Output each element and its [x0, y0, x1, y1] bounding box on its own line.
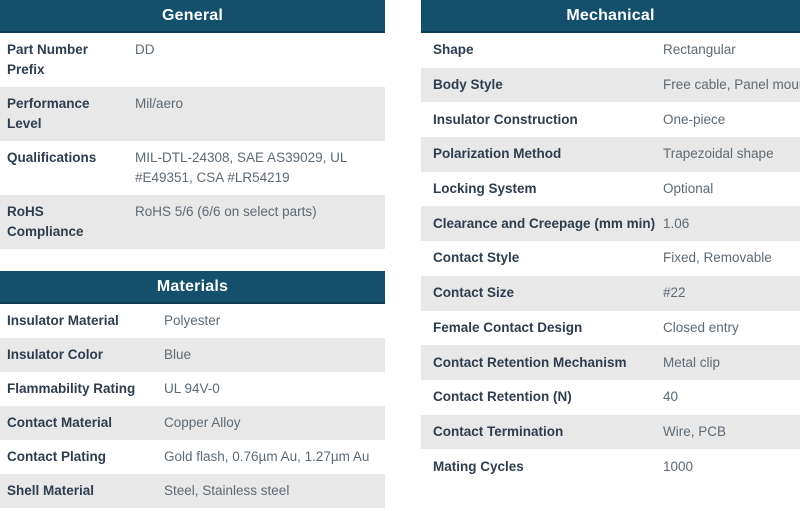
spec-row: Clearance and Creepage (mm min) 1.06	[421, 206, 800, 242]
spec-row: Performance Level Mil/aero	[0, 87, 385, 141]
spec-label: Contact Material	[7, 415, 113, 430]
left-column: General Part Number Prefix DD Performance …	[0, 0, 385, 508]
spec-value: Fixed, Removable	[663, 250, 772, 266]
spec-label: Part Number Prefix	[7, 42, 89, 77]
spec-value: Wire, PCB	[663, 423, 727, 439]
spec-label: Flammability Rating	[7, 381, 136, 396]
spec-label: Mating Cycles	[433, 458, 524, 474]
spec-value: Metal clip	[663, 354, 721, 370]
spec-label: Insulator Material	[7, 313, 119, 328]
spec-value: Rectangular	[663, 42, 736, 58]
spec-label: Polarization Method	[433, 146, 562, 162]
spec-value: Blue	[164, 347, 192, 362]
materials-table: Materials Insulator Material Polyester Ins…	[0, 271, 385, 508]
spec-row: Mating Cycles 1000	[421, 449, 800, 484]
materials-table-rows: Insulator Material Polyester Insulator Col…	[0, 304, 385, 508]
spec-label: Performance Level	[7, 96, 90, 131]
spec-row: Contact Retention (N) 40	[421, 380, 800, 415]
spec-label: Female Contact Design	[433, 319, 583, 335]
spec-row: Part Number Prefix DD	[0, 33, 385, 87]
spec-value: Trapezoidal shape	[663, 146, 774, 162]
spec-label: Contact Style	[433, 250, 520, 266]
spec-label: Locking System	[433, 181, 537, 197]
right-column: Mechanical Shape Rectangular Body Style Fre…	[421, 0, 800, 484]
spec-label: Body Style	[433, 77, 503, 93]
spec-value: UL 94V-0	[164, 381, 220, 396]
spec-row: Contact Retention Mechanism Metal clip	[421, 345, 800, 380]
spec-row: Contact Material Copper Alloy	[0, 406, 385, 440]
spec-row: Insulator Color Blue	[0, 338, 385, 372]
spec-label: Qualifications	[7, 150, 97, 165]
spec-value: Optional	[663, 181, 714, 197]
spec-value: Closed entry	[663, 319, 739, 335]
spec-label: Contact Plating	[7, 449, 107, 464]
mechanical-table-header: Mechanical	[421, 0, 800, 33]
spec-value: RoHS 5/6 (6/6 on select parts)	[135, 204, 317, 219]
spec-row: Contact Size #22	[421, 275, 800, 311]
spec-label: Shape	[433, 42, 474, 58]
spec-value: 40	[663, 389, 679, 405]
spec-row: RoHS Compliance RoHS 5/6 (6/6 on select p…	[0, 195, 385, 249]
general-table-title: General	[162, 6, 223, 24]
spec-value: 1.06	[663, 215, 690, 231]
general-table-header: General	[0, 0, 385, 33]
spec-label: Shell Material	[7, 483, 95, 498]
spec-label: Insulator Color	[7, 347, 104, 362]
spec-label: Contact Retention (N)	[433, 389, 572, 405]
spec-value: Gold flash, 0.76µm Au, 1.27µm Au	[164, 449, 370, 464]
mechanical-table: Mechanical Shape Rectangular Body Style Fre…	[421, 0, 800, 484]
spec-row: Insulator Material Polyester	[0, 304, 385, 338]
spec-row: Body Style Free cable, Panel mount	[421, 67, 800, 103]
spec-row: Shell Material Steel, Stainless steel	[0, 474, 385, 508]
general-table-rows: Part Number Prefix DD Performance Level Mil…	[0, 33, 385, 249]
spec-value: MIL-DTL-24308, SAE AS39029, UL #E49351, …	[135, 150, 347, 185]
materials-table-title: Materials	[156, 277, 229, 295]
general-table: General Part Number Prefix DD Performance …	[0, 0, 385, 249]
spec-label: Contact Size	[433, 285, 515, 301]
spec-value: #22	[663, 285, 686, 301]
spec-label: Contact Retention Mechanism	[433, 354, 627, 370]
spec-value: Steel, Stainless steel	[164, 483, 290, 498]
spec-row: Insulator Construction One-piece	[421, 102, 800, 137]
mechanical-table-rows: Shape Rectangular Body Style Free cable, Pa…	[421, 33, 800, 484]
spec-label: Insulator Construction	[433, 111, 578, 127]
spec-row: Shape Rectangular	[421, 33, 800, 68]
spec-row: Contact Termination Wire, PCB	[421, 414, 800, 450]
spec-row: Polarization Method Trapezoidal shape	[421, 137, 800, 172]
spec-value: 1000	[663, 458, 694, 474]
spec-row: Contact Style Fixed, Removable	[421, 241, 800, 276]
spec-label: Clearance and Creepage (mm min)	[433, 215, 656, 231]
materials-table-header: Materials	[0, 271, 385, 304]
spec-value: One-piece	[663, 111, 726, 127]
spec-value: DD	[135, 42, 155, 57]
spec-row: Locking System Optional	[421, 172, 800, 207]
spec-row: Contact Plating Gold flash, 0.76µm Au, 1.…	[0, 440, 385, 474]
mechanical-table-title: Mechanical	[566, 6, 655, 24]
spec-row: Flammability Rating UL 94V-0	[0, 372, 385, 406]
spec-value: Copper Alloy	[164, 415, 241, 430]
spec-value: Mil/aero	[135, 96, 184, 111]
spec-label: Contact Termination	[433, 423, 564, 439]
spec-label: RoHS Compliance	[7, 204, 84, 239]
spec-row: Female Contact Design Closed entry	[421, 311, 800, 346]
spec-value: Polyester	[164, 313, 221, 328]
spec-value: Free cable, Panel mount	[663, 77, 800, 93]
spec-row: Qualifications MIL-DTL-24308, SAE AS39029…	[0, 141, 385, 195]
